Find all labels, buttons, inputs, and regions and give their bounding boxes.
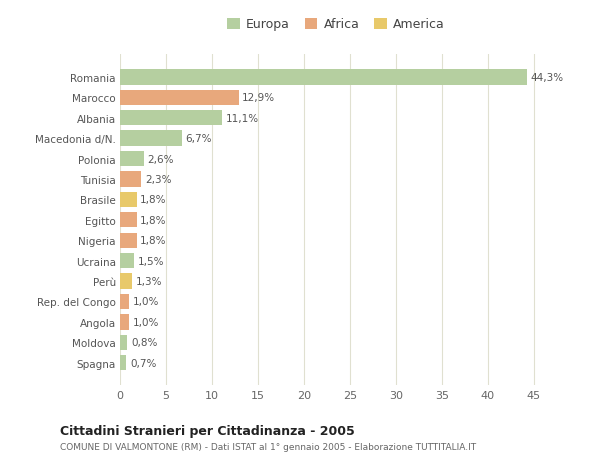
Text: 1,3%: 1,3% [136, 276, 162, 286]
Legend: Europa, Africa, America: Europa, Africa, America [227, 18, 445, 31]
Text: 1,8%: 1,8% [140, 195, 167, 205]
Bar [120, 213, 137, 228]
Text: Cittadini Stranieri per Cittadinanza - 2005: Cittadini Stranieri per Cittadinanza - 2… [60, 425, 355, 437]
Bar [120, 111, 222, 126]
Bar [120, 70, 527, 85]
Text: 12,9%: 12,9% [242, 93, 275, 103]
Bar [120, 335, 127, 350]
Bar [120, 294, 129, 309]
Bar [120, 131, 182, 146]
Bar [120, 192, 137, 207]
Text: 2,3%: 2,3% [145, 174, 172, 185]
Bar [120, 355, 127, 370]
Text: 1,0%: 1,0% [133, 317, 159, 327]
Text: 1,5%: 1,5% [137, 256, 164, 266]
Text: 1,0%: 1,0% [133, 297, 159, 307]
Text: 6,7%: 6,7% [185, 134, 212, 144]
Bar [120, 233, 137, 248]
Bar [120, 274, 132, 289]
Text: 11,1%: 11,1% [226, 113, 259, 123]
Text: COMUNE DI VALMONTONE (RM) - Dati ISTAT al 1° gennaio 2005 - Elaborazione TUTTITA: COMUNE DI VALMONTONE (RM) - Dati ISTAT a… [60, 442, 476, 451]
Bar [120, 314, 129, 330]
Text: 2,6%: 2,6% [148, 154, 174, 164]
Bar [120, 90, 239, 106]
Bar [120, 172, 141, 187]
Text: 0,7%: 0,7% [130, 358, 157, 368]
Text: 0,8%: 0,8% [131, 337, 157, 347]
Bar [120, 253, 134, 269]
Text: 44,3%: 44,3% [531, 73, 564, 83]
Bar [120, 151, 144, 167]
Text: 1,8%: 1,8% [140, 236, 167, 246]
Text: 1,8%: 1,8% [140, 215, 167, 225]
